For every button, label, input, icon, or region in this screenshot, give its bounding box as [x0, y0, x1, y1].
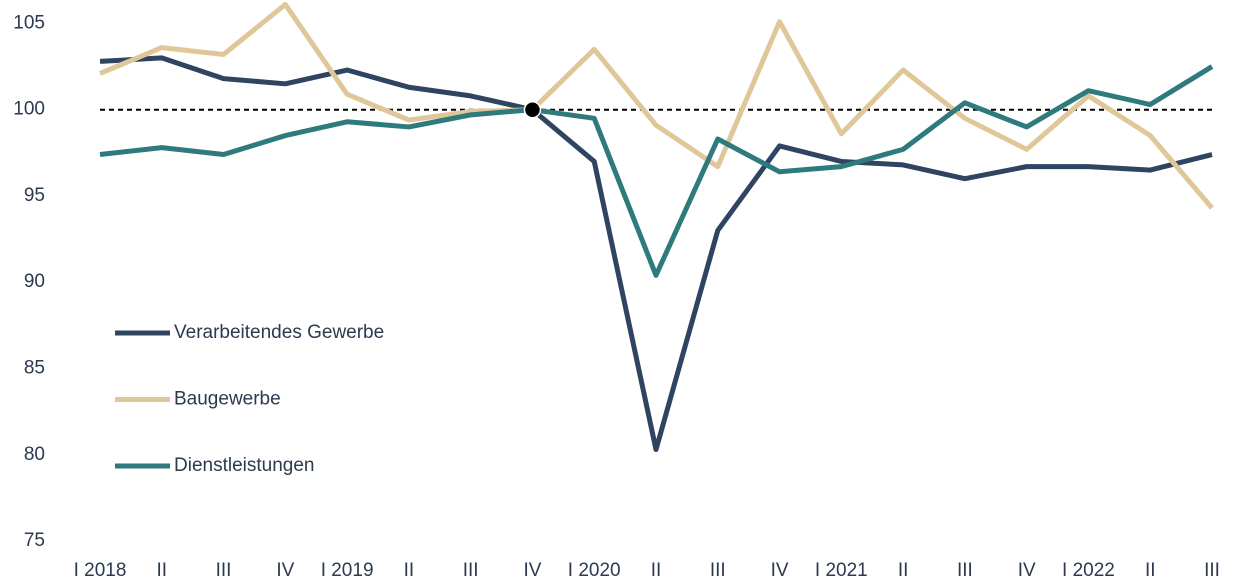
x-tick-label: II	[1145, 560, 1156, 581]
x-tick-label: I 2019	[321, 560, 374, 581]
y-tick-label: 105	[13, 12, 45, 33]
x-tick-label: II	[156, 560, 167, 581]
x-tick-label: II	[651, 560, 662, 581]
legend-label: Baugewerbe	[174, 389, 281, 410]
x-tick-label: III	[710, 560, 726, 581]
x-tick-label: III	[463, 560, 479, 581]
x-tick-label: I 2018	[74, 560, 127, 581]
y-tick-label: 85	[24, 357, 45, 378]
x-tick-label: I 2021	[815, 560, 868, 581]
x-tick-label: IV	[1018, 560, 1036, 581]
x-tick-label: IV	[771, 560, 789, 581]
y-tick-label: 100	[13, 99, 45, 120]
highlight-marker	[523, 100, 542, 119]
x-tick-label: II	[404, 560, 415, 581]
y-tick-label: 95	[24, 185, 45, 206]
series-line	[99, 64, 1214, 278]
legend-label: Dienstleistungen	[174, 455, 314, 476]
series-line	[99, 55, 1213, 453]
x-tick-label: II	[898, 560, 909, 581]
x-tick-label: III	[1204, 560, 1220, 581]
y-tick-label: 75	[24, 530, 45, 551]
legend-label: Verarbeitendes Gewerbe	[174, 322, 384, 343]
x-tick-label: I 2020	[568, 560, 621, 581]
x-tick-label: III	[957, 560, 973, 581]
x-tick-label: III	[216, 560, 232, 581]
x-tick-label: I 2022	[1062, 560, 1115, 581]
series-line	[99, 1, 1214, 210]
y-tick-label: 90	[24, 271, 45, 292]
x-tick-label: IV	[523, 560, 541, 581]
x-tick-label: IV	[276, 560, 294, 581]
y-tick-label: 80	[24, 444, 45, 465]
